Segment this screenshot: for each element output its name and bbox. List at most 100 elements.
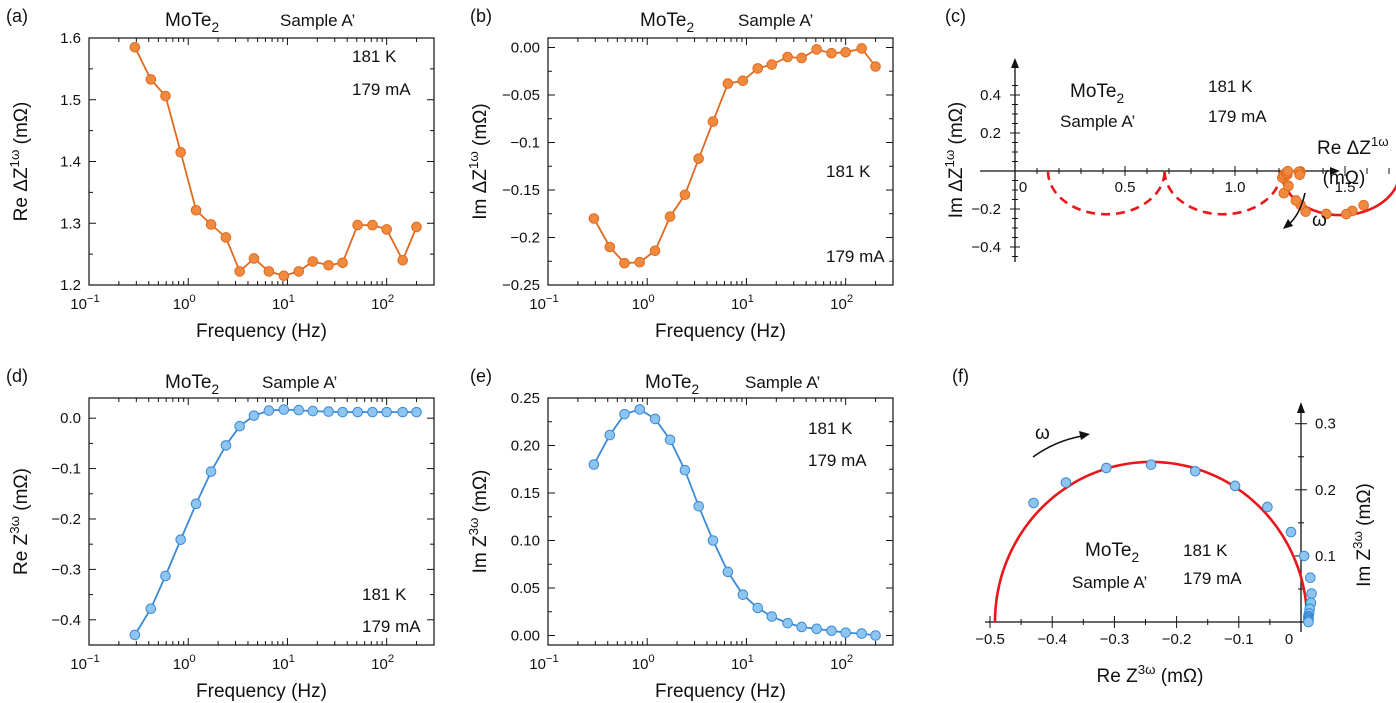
y-axis-label-unit: (mΩ) [1354,483,1375,531]
chart-title: MoTe2 [1085,540,1139,565]
annotation-current: 179 mA [1208,107,1267,126]
plot-frame [88,397,435,646]
data-point [129,41,141,53]
x-tick-label: 1.0 [1225,179,1246,196]
series-line [593,47,877,265]
data-point [1145,459,1157,470]
data-point [1294,169,1305,181]
plot-frame [547,397,894,646]
x-tick-label: −0.1 [1224,631,1254,648]
text-part: Im Z [470,535,491,573]
y-axis-label-sup: 1ω [942,150,957,168]
chart-subtitle: Sample A’ [1060,112,1135,131]
x-tick-label: 101 [272,653,295,673]
data-point [1305,572,1316,584]
annotation-temperature: 181 K [1208,77,1253,96]
y-axis-label-sup: 3ω [1350,531,1365,549]
x-tick-exponent: 1 [289,293,295,305]
annotation-temperature: 181 K [826,162,871,181]
x-tick-label: 100 [632,653,655,673]
x-tick-exponent: 1 [748,653,754,665]
panel-label: (c) [945,6,966,26]
data-point [649,245,661,257]
data-point [722,566,734,578]
y-axis-label-unit: (mΩ) [11,102,32,150]
x-tick-exponent: −1 [546,293,559,305]
data-point [766,611,778,622]
chart-title: MoTe2 [165,372,219,397]
y-tick-label: −0.4 [971,239,1001,256]
data-point [367,219,378,231]
y-tick-label: 0.0 [60,410,81,427]
data-point [337,257,348,269]
chart-subtitle: Sample A’ [262,373,337,392]
panel-label: (d) [6,366,28,386]
chart-title: MoTe2 [165,10,219,35]
x-tick-label: −0.5 [975,631,1005,648]
data-point [737,75,749,87]
chart-title: MoTe2 [1070,81,1124,106]
x-tick-label: 10−1 [529,293,559,313]
chart-title: MoTe2 [640,10,694,35]
x-axis-label-sup: 1ω [1371,134,1389,149]
y-axis-label: Im ΔZ1ω (mΩ) [942,102,967,218]
y-tick-label: −0.2 [51,511,81,528]
y-axis-label-sup: 3ω [466,518,481,536]
y-axis-label-sup: 1ω [466,151,481,169]
chart-subtitle: Sample A’ [738,11,813,30]
data-point [1101,462,1112,474]
y-axis-label: Im Z3ω (mΩ) [466,470,491,574]
data-point [1285,526,1297,538]
text-part: MoTe [165,10,211,31]
y-axis-label-unit: (mΩ) [11,468,32,516]
y-tick-label: 0.05 [511,580,540,597]
x-axis-label: Re Z3ω (mΩ) [1097,662,1204,687]
y-tick-label: −0.2 [510,230,540,247]
text-part: Re Z [11,533,32,575]
annotation-current: 179 mA [1183,569,1242,588]
y-tick-label: 1.5 [60,92,81,109]
data-point [234,266,245,277]
y-tick-label: 0.00 [511,628,540,645]
fit-arc [1046,170,1166,216]
data-point [707,116,719,127]
y-tick-label: 0.1 [1315,548,1336,565]
y-axis-label-unit: (mΩ) [470,470,491,518]
data-point [293,266,305,277]
data-point [766,59,778,70]
x-tick-label: 102 [371,293,394,313]
data-point [752,63,764,74]
text-part: 10 [731,296,748,313]
x-tick-label: −0.3 [1100,631,1130,648]
annotation-temperature: 181 K [362,585,407,604]
data-point [323,406,334,417]
text-part: MoTe [640,10,686,31]
y-tick-label: 1.4 [60,154,81,171]
text-part: 10 [731,656,748,673]
text-part: Re ΔZ [1317,138,1371,159]
data-point [278,404,290,415]
text-part: 10 [830,656,847,673]
x-tick-label: 101 [272,293,295,313]
data-point [588,213,600,224]
y-tick-label: −0.3 [51,561,81,578]
y-tick-label: 0.3 [1315,416,1336,433]
data-point [840,627,851,638]
data-point [352,219,363,231]
x-axis-label: Frequency (Hz) [655,681,786,702]
annotation-current: 179 mA [362,617,421,636]
x-axis-label-sup: 3ω [1138,662,1156,677]
x-tick-exponent: −1 [546,653,559,665]
x-tick-label: 100 [173,653,196,673]
fit-arc [993,460,1309,623]
x-tick-exponent: 2 [847,293,853,305]
data-point [263,405,275,416]
y-tick-label: 1.3 [60,215,81,232]
y-tick-label: −0.05 [502,87,540,104]
data-point [826,47,837,59]
y-axis-arrow [1297,402,1305,413]
x-tick-label: 0.5 [1115,179,1136,196]
chart-title: MoTe2 [645,372,699,397]
